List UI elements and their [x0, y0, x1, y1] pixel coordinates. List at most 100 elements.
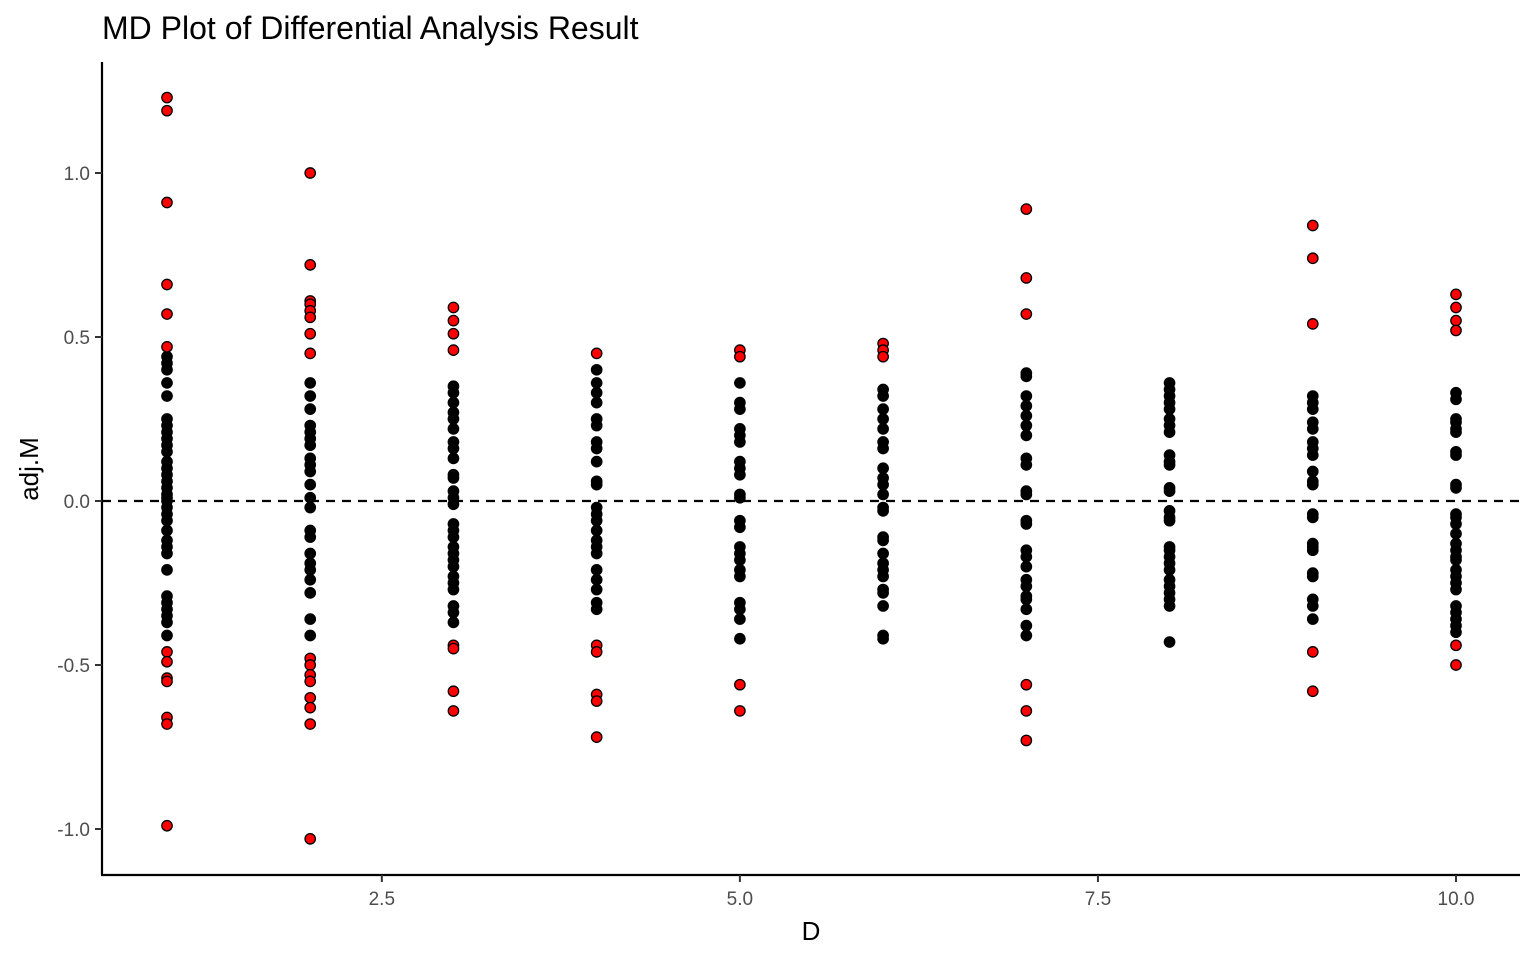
data-point-nonsignificant — [734, 436, 746, 448]
chart-title: MD Plot of Differential Analysis Result — [102, 10, 639, 46]
data-point-significant — [447, 344, 460, 356]
data-point-significant — [161, 104, 173, 117]
x-tick-label: 7.5 — [1085, 889, 1111, 910]
data-point-nonsignificant — [1163, 403, 1176, 416]
data-point-nonsignificant — [877, 586, 889, 599]
data-point-nonsignificant — [590, 363, 603, 376]
data-point-significant — [1450, 639, 1462, 652]
data-point-nonsignificant — [1306, 570, 1319, 583]
data-point-nonsignificant — [877, 488, 889, 501]
data-point-nonsignificant — [877, 390, 889, 402]
data-point-nonsignificant — [1450, 626, 1462, 639]
data-point-significant — [1306, 252, 1319, 265]
data-point-significant — [447, 705, 460, 717]
data-point-nonsignificant — [161, 564, 173, 576]
data-point-significant — [304, 701, 317, 714]
data-point-significant — [1020, 678, 1033, 691]
data-point-significant — [304, 832, 317, 845]
data-point-nonsignificant — [1020, 390, 1033, 402]
data-point-nonsignificant — [1450, 426, 1462, 438]
data-point-significant — [161, 340, 173, 353]
data-point-nonsignificant — [734, 491, 746, 504]
data-point-nonsignificant — [877, 632, 889, 645]
data-point-nonsignificant — [734, 468, 746, 481]
data-point-nonsignificant — [1163, 564, 1176, 576]
data-point-nonsignificant — [877, 504, 889, 517]
data-point-significant — [590, 731, 603, 744]
data-point-significant — [447, 314, 460, 327]
data-point-nonsignificant — [734, 403, 746, 416]
data-point-nonsignificant — [161, 377, 173, 389]
data-point-nonsignificant — [877, 403, 889, 416]
data-point-nonsignificant — [447, 531, 460, 543]
data-point-nonsignificant — [304, 377, 317, 389]
data-point-nonsignificant — [590, 564, 603, 576]
data-point-significant — [304, 718, 317, 730]
data-point-nonsignificant — [1306, 600, 1319, 612]
data-point-nonsignificant — [304, 564, 317, 576]
data-point-significant — [304, 659, 317, 671]
data-point-nonsignificant — [1163, 636, 1176, 648]
data-point-nonsignificant — [1306, 613, 1319, 625]
y-tick-label: 1.0 — [64, 164, 90, 185]
data-point-nonsignificant — [1306, 478, 1319, 491]
data-point-significant — [734, 678, 746, 691]
data-point-nonsignificant — [304, 573, 317, 586]
data-point-nonsignificant — [304, 629, 317, 642]
data-point-significant — [447, 327, 460, 340]
data-point-nonsignificant — [161, 629, 173, 642]
data-point-nonsignificant — [304, 478, 317, 491]
data-point-nonsignificant — [1450, 554, 1462, 566]
data-point-nonsignificant — [161, 616, 173, 629]
data-point-nonsignificant — [590, 442, 603, 455]
data-point-significant — [304, 311, 317, 324]
y-tick-label: 0.0 — [64, 492, 90, 513]
data-point-nonsignificant — [734, 613, 746, 625]
data-point-significant — [161, 308, 173, 320]
data-point-significant — [161, 278, 173, 291]
data-point-significant — [304, 691, 317, 704]
data-point-nonsignificant — [877, 413, 889, 425]
data-point-nonsignificant — [1306, 511, 1319, 524]
data-point-significant — [304, 258, 317, 271]
data-point-significant — [447, 642, 460, 655]
data-point-nonsignificant — [1020, 459, 1033, 471]
data-point-nonsignificant — [304, 439, 317, 452]
data-point-nonsignificant — [304, 613, 317, 625]
data-point-nonsignificant — [161, 445, 173, 458]
data-point-nonsignificant — [590, 396, 603, 409]
data-point-nonsignificant — [1020, 580, 1033, 593]
data-point-nonsignificant — [1306, 422, 1319, 435]
data-point-nonsignificant — [1020, 550, 1033, 563]
x-tick-label: 5.0 — [727, 889, 753, 910]
x-tick-label: 10.0 — [1438, 889, 1475, 910]
data-point-nonsignificant — [1450, 527, 1462, 540]
data-point-nonsignificant — [447, 472, 460, 484]
data-point-significant — [734, 705, 746, 717]
data-point-significant — [161, 819, 173, 832]
data-point-nonsignificant — [447, 413, 460, 425]
data-point-nonsignificant — [877, 534, 889, 547]
data-point-nonsignificant — [1020, 409, 1033, 422]
data-point-significant — [447, 685, 460, 698]
data-point-nonsignificant — [877, 422, 889, 435]
data-point-nonsignificant — [304, 531, 317, 543]
data-point-significant — [304, 675, 317, 688]
data-point-nonsignificant — [1450, 449, 1462, 461]
data-point-nonsignificant — [590, 514, 603, 527]
data-point-nonsignificant — [447, 498, 460, 511]
data-point-nonsignificant — [590, 573, 603, 586]
data-point-nonsignificant — [1306, 544, 1319, 557]
data-point-nonsignificant — [877, 442, 889, 455]
data-points — [161, 91, 1462, 845]
data-point-nonsignificant — [877, 462, 889, 475]
data-point-nonsignificant — [590, 547, 603, 560]
data-point-nonsignificant — [877, 478, 889, 491]
data-point-nonsignificant — [304, 501, 317, 514]
data-point-nonsignificant — [1306, 403, 1319, 416]
data-point-nonsignificant — [304, 390, 317, 402]
y-tick-label: 0.5 — [64, 328, 90, 349]
data-point-nonsignificant — [304, 465, 317, 478]
data-point-significant — [1306, 685, 1319, 698]
data-point-nonsignificant — [447, 616, 460, 629]
